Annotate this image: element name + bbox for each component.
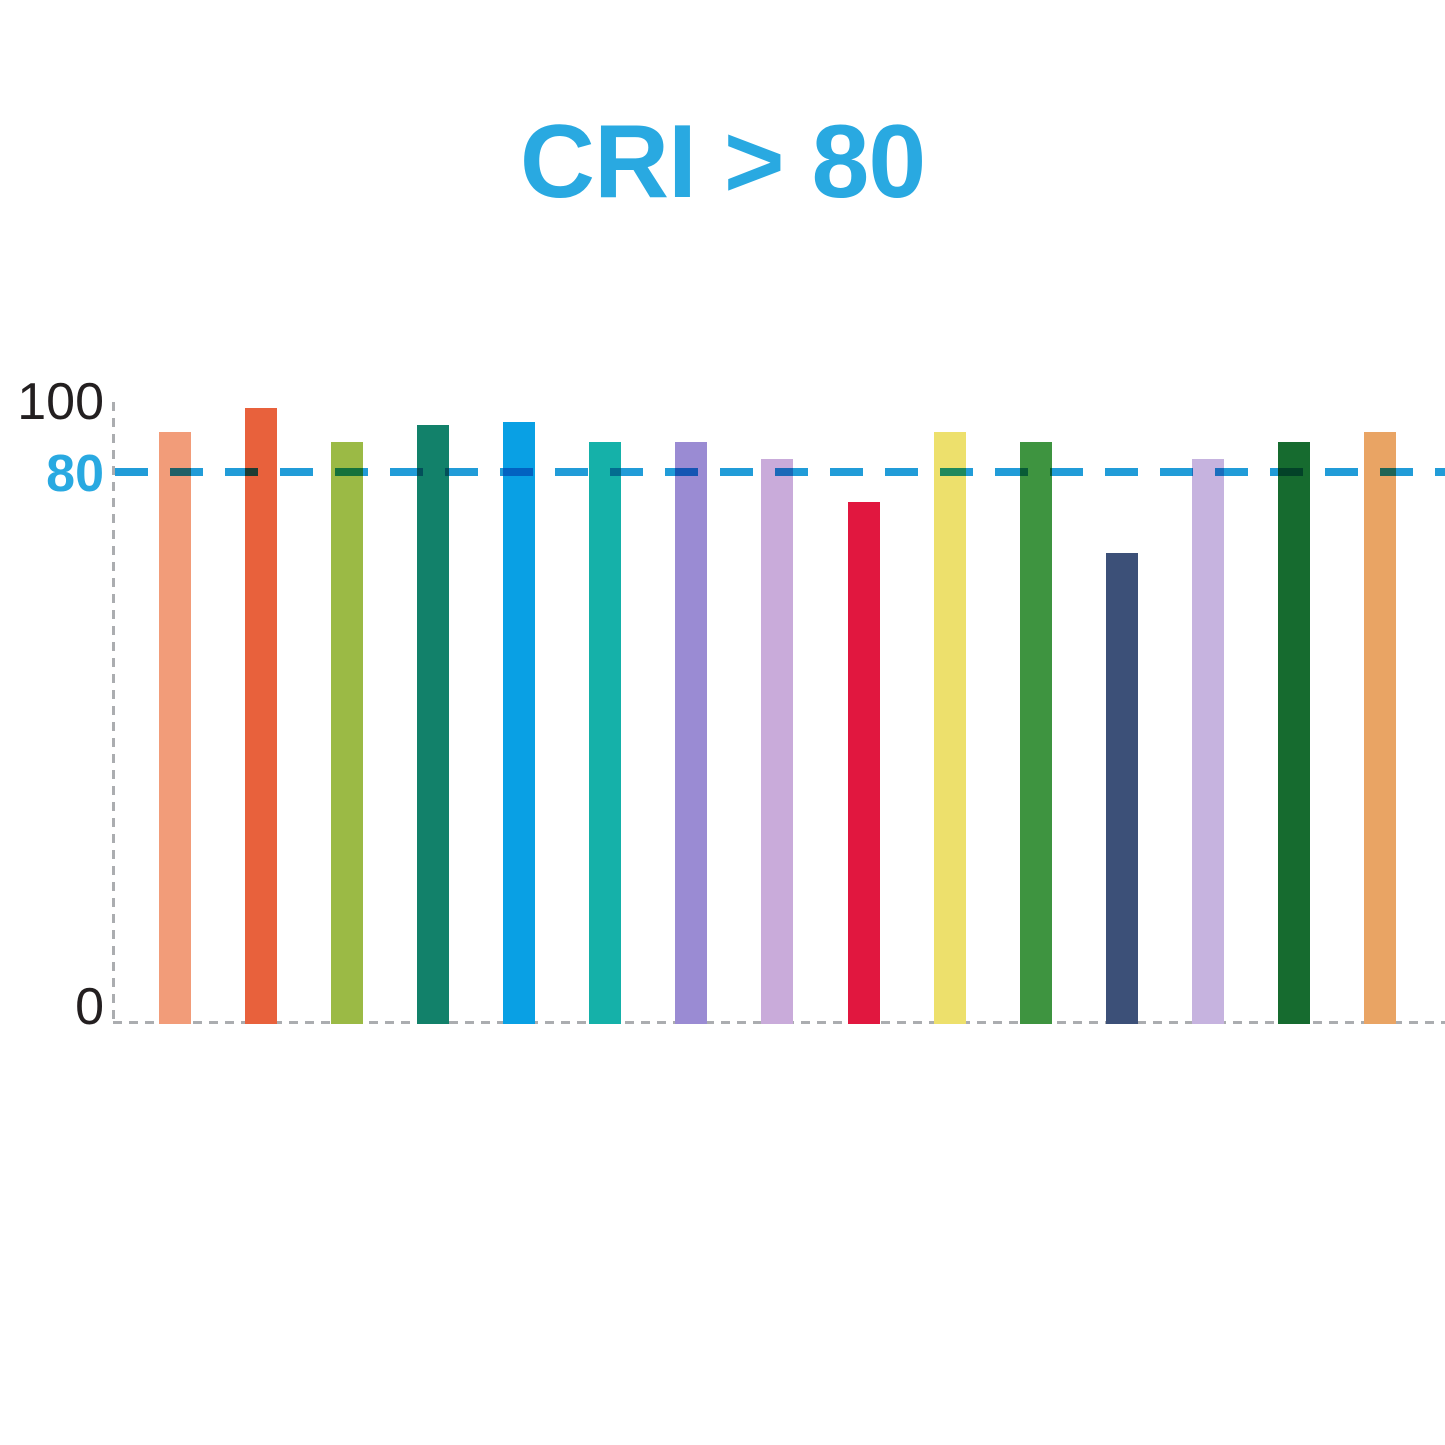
bar-8	[761, 459, 793, 1024]
y-axis-tick-0: 0	[75, 978, 104, 1036]
reference-line-80	[115, 468, 1445, 476]
y-axis-tick-100: 100	[17, 373, 104, 431]
bar-7	[675, 442, 707, 1024]
bar-4	[417, 425, 449, 1024]
bar-11	[1020, 442, 1052, 1024]
bar-12	[1106, 553, 1138, 1024]
bar-6	[589, 442, 621, 1024]
bar-5	[503, 422, 535, 1024]
chart-title: CRI > 80	[519, 104, 926, 220]
bar-2	[245, 408, 277, 1024]
bar-14	[1278, 442, 1310, 1024]
bar-15	[1364, 432, 1396, 1024]
bar-9	[848, 502, 880, 1024]
bar-3	[331, 442, 363, 1024]
y-axis-tick-80: 80	[46, 445, 104, 503]
bar-1	[159, 432, 191, 1024]
bar-10	[934, 432, 966, 1024]
y-axis-dashed-line	[112, 402, 115, 1024]
bar-13	[1192, 459, 1224, 1024]
